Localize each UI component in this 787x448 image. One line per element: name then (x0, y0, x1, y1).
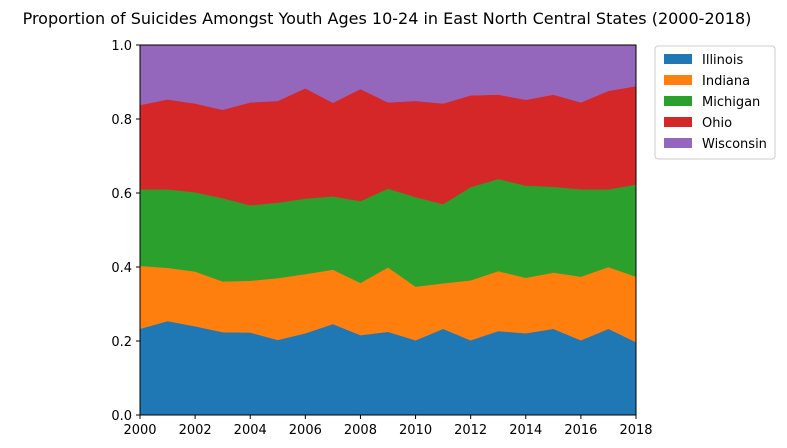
x-tick-label: 2010 (399, 423, 432, 438)
x-tick-label: 2000 (123, 423, 156, 438)
legend-label-ohio: Ohio (702, 116, 732, 131)
legend: Illinois Indiana Michigan Ohio Wisconsin (654, 45, 776, 160)
x-tick-label: 2002 (179, 423, 212, 438)
legend-swatch-illinois (664, 54, 692, 64)
legend-box (654, 45, 776, 160)
legend-swatch-ohio (664, 117, 692, 127)
legend-label-michigan: Michigan (702, 95, 760, 110)
y-tick-label: 0.0 (111, 409, 132, 424)
y-tick-label: 0.8 (111, 113, 132, 128)
legend-swatch-michigan (664, 96, 692, 106)
x-tick-label: 2006 (289, 423, 322, 438)
legend-swatch-indiana (664, 75, 692, 85)
y-tick-label: 1.0 (111, 39, 132, 54)
legend-label-indiana: Indiana (702, 74, 750, 89)
legend-label-illinois: Illinois (702, 53, 743, 68)
chart-title: Proportion of Suicides Amongst Youth Age… (23, 9, 752, 28)
y-tick-label: 0.4 (111, 261, 132, 276)
stacked-areas (139, 44, 637, 416)
y-axis: 0.0 0.2 0.4 0.6 0.8 1.0 (111, 39, 140, 424)
y-tick-label: 0.6 (111, 187, 132, 202)
x-tick-label: 2018 (619, 423, 652, 438)
legend-label-wisconsin: Wisconsin (702, 137, 767, 152)
x-tick-label: 2016 (564, 423, 597, 438)
plot-frame (139, 44, 637, 416)
y-tick-label: 0.2 (111, 335, 132, 350)
area-illinois (139, 320, 637, 416)
x-axis: 2000 2002 2004 2006 2008 2010 2012 2014 2016 2018 (123, 415, 653, 438)
x-tick-label: 2014 (509, 423, 542, 438)
x-tick-label: 2012 (454, 423, 487, 438)
x-tick-label: 2008 (344, 423, 377, 438)
legend-swatch-wisconsin (664, 138, 692, 148)
x-tick-label: 2004 (234, 423, 267, 438)
